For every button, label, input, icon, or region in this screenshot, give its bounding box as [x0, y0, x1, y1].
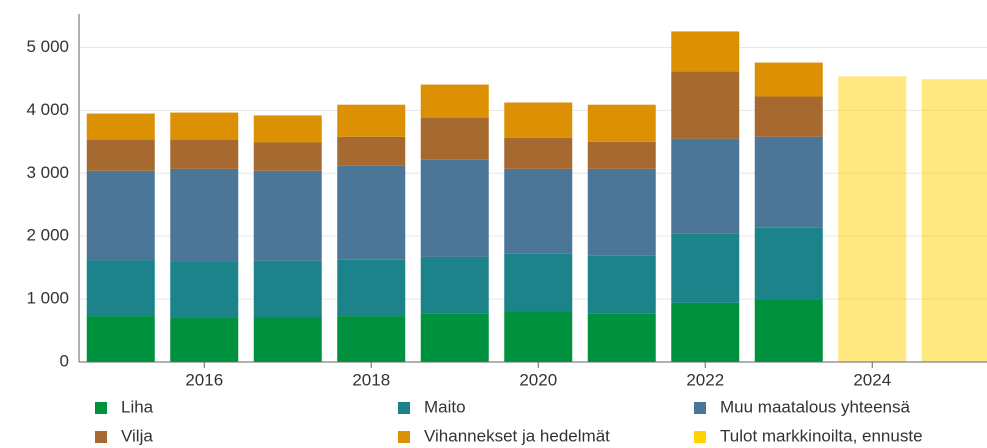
bar-segment [754, 227, 823, 300]
bar-segment [504, 168, 573, 254]
bar-segment [170, 317, 239, 362]
bar-segment [671, 138, 740, 234]
bar-segment [253, 317, 322, 362]
legend-swatch [398, 431, 410, 443]
x-tick-label: 2024 [853, 370, 891, 389]
bar-segment [170, 261, 239, 318]
bar-segment [504, 253, 573, 312]
bar-segment [587, 313, 656, 362]
legend-label: Maito [424, 397, 466, 416]
bar-segment [671, 71, 740, 139]
bar-segment [587, 255, 656, 314]
bar-segment [337, 136, 406, 166]
bar-segment [504, 137, 573, 169]
legend-label: Muu maatalous yhteensä [720, 397, 910, 416]
bar-segment [838, 76, 907, 362]
legend-swatch [694, 402, 706, 414]
y-tick-label: 5 000 [26, 37, 69, 56]
bar-segment [337, 316, 406, 362]
bar-segment [253, 142, 322, 171]
y-tick-label: 2 000 [26, 226, 69, 245]
legend-label: Tulot markkinoilta, ennuste [720, 426, 923, 445]
x-tick-label: 2022 [686, 370, 724, 389]
x-tick-label: 2016 [185, 370, 223, 389]
bar-segment [170, 168, 239, 262]
legend-swatch [95, 402, 107, 414]
bar-segment [504, 311, 573, 362]
bar-segment [253, 115, 322, 143]
legend-swatch [95, 431, 107, 443]
bar-segment [587, 168, 656, 256]
bar-segment [420, 256, 489, 314]
y-tick-label: 0 [60, 351, 69, 370]
bar-segment [754, 62, 823, 97]
legend-swatch [398, 402, 410, 414]
bar-segment [420, 117, 489, 160]
bar-segment [170, 112, 239, 140]
y-tick-label: 4 000 [26, 100, 69, 119]
bar-segment [671, 233, 740, 303]
bar-segment [337, 259, 406, 317]
bar-segment [86, 316, 155, 362]
x-tick-label: 2018 [352, 370, 390, 389]
bar-segment [337, 104, 406, 137]
bar-segment [420, 84, 489, 118]
bar-segment [420, 313, 489, 362]
bar-segment [754, 299, 823, 362]
x-tick-label: 2020 [519, 370, 557, 389]
bar-segment [86, 113, 155, 140]
bar-segment [671, 302, 740, 362]
bar-segment [921, 79, 987, 362]
bar-segment [86, 260, 155, 317]
bar-segment [587, 141, 656, 169]
y-tick-label: 3 000 [26, 163, 69, 182]
bar-segment [86, 139, 155, 171]
bar-segment [170, 139, 239, 169]
bar-segment [253, 170, 322, 261]
bar-segment [754, 96, 823, 137]
bar-segment [253, 260, 322, 318]
bar-segment [671, 31, 740, 72]
bar-segment [337, 165, 406, 260]
bar-segment [587, 104, 656, 142]
legend-swatch [694, 431, 706, 443]
bar-segment [504, 102, 573, 138]
bar-segment [754, 136, 823, 228]
legend-label: Vihannekset ja hedelmät [424, 426, 610, 445]
legend-label: Liha [121, 397, 154, 416]
legend-label: Vilja [121, 426, 153, 445]
y-tick-label: 1 000 [26, 289, 69, 308]
bar-segment [86, 170, 155, 261]
bar-segment [420, 159, 489, 257]
